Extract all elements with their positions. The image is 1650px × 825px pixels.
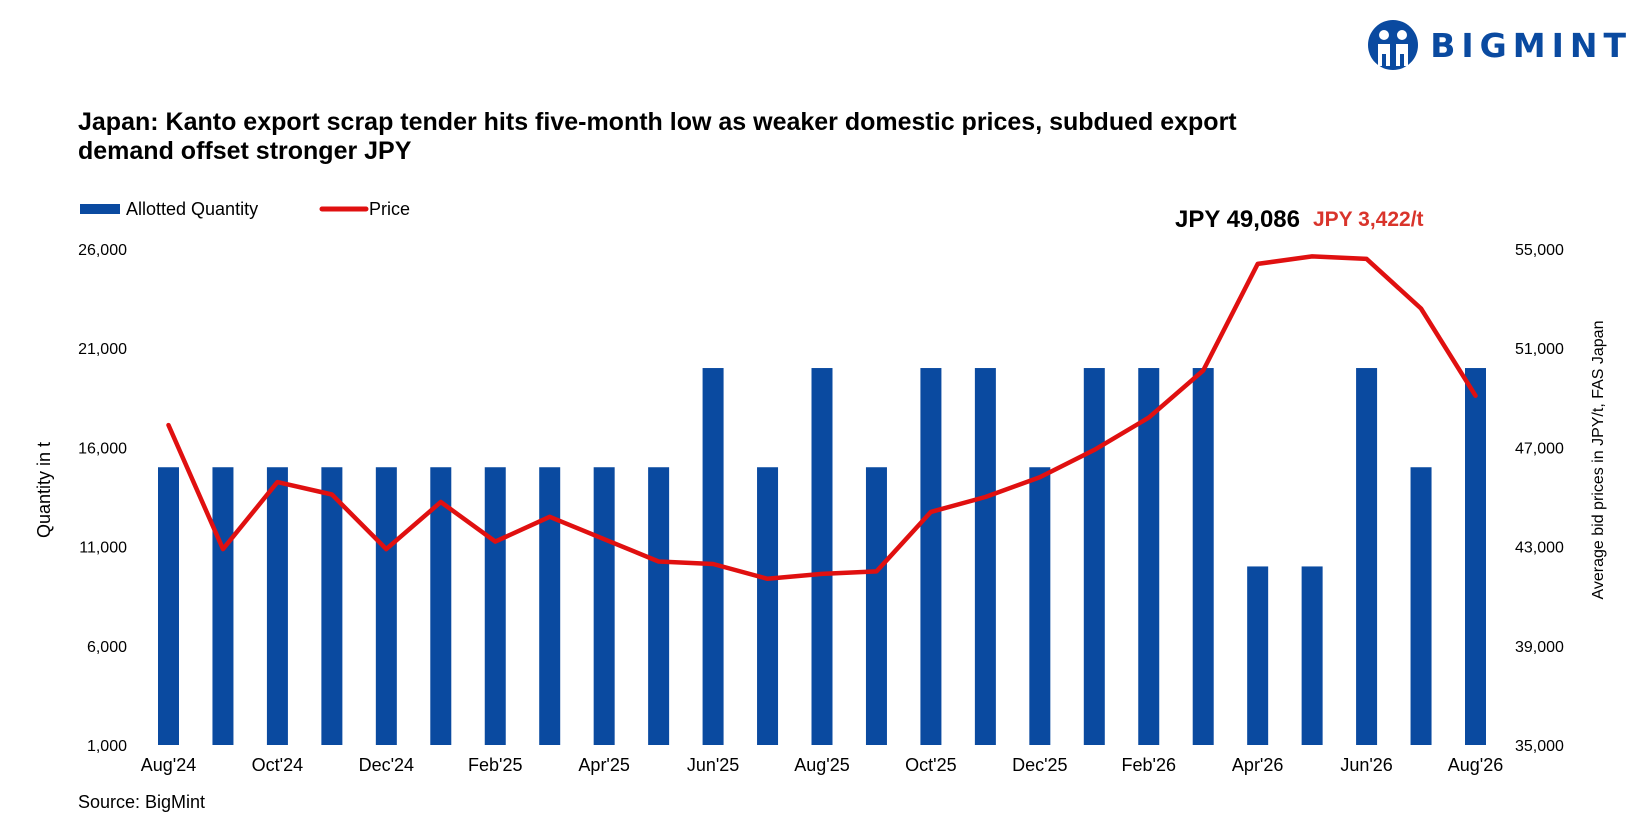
y-tick-label: 11,000 (79, 540, 127, 557)
bar-quantity (1356, 368, 1378, 745)
legend-label-quantity: Allotted Quantity (126, 199, 258, 219)
bar-quantity (430, 467, 452, 745)
x-tick-label: Jun'26 (1340, 755, 1392, 775)
bar-quantity (648, 467, 670, 745)
bar-quantity (757, 467, 779, 745)
x-tick-label: Aug'24 (141, 755, 197, 775)
legend-swatch-quantity (80, 204, 120, 214)
y2-tick-label: 35,000 (1515, 738, 1564, 755)
annotation-latest-price: JPY 49,086 (1175, 206, 1300, 233)
x-tick-label: Dec'25 (1012, 755, 1067, 775)
bar-quantity (1465, 368, 1486, 745)
x-tick-label: Feb'25 (468, 755, 522, 775)
bar-quantity (321, 467, 343, 745)
y-tick-label: 21,000 (78, 341, 127, 358)
bigmint-logo-icon (1368, 20, 1419, 70)
bar-quantity (1301, 566, 1323, 745)
brand-name: BIGMINT (1430, 25, 1632, 65)
y2-tick-label: 39,000 (1515, 639, 1564, 656)
bar-quantity (1410, 467, 1432, 745)
legend-label-price: Price (369, 199, 410, 219)
bar-quantity (375, 467, 397, 745)
bar-quantity (212, 467, 234, 745)
x-tick-label: Aug'26 (1448, 755, 1504, 775)
x-tick-label: Oct'25 (905, 755, 956, 775)
y-tick-label: 6,000 (87, 639, 127, 656)
bar-quantity (702, 368, 724, 745)
bar-quantity (1083, 368, 1105, 745)
bar-quantity (865, 467, 887, 745)
chart: Allotted Quantity Price 1,000 6,000 11,000 16… (34, 199, 1607, 775)
bar-quantity (266, 467, 288, 745)
y2-tick-label: 55,000 (1515, 242, 1564, 259)
y2-tick-label: 47,000 (1515, 440, 1564, 457)
y-tick-label: 1,000 (87, 738, 127, 755)
bar-quantity (539, 467, 561, 745)
bar-quantity (811, 368, 833, 745)
bar-quantity (1138, 368, 1160, 745)
x-tick-label: Apr'25 (578, 755, 629, 775)
bar-quantity (1192, 368, 1214, 745)
chart-title: Japan: Kanto export scrap tender hits fi… (78, 108, 1237, 165)
y-tick-label: 26,000 (78, 242, 127, 259)
y-axis-title: Quantity in t (34, 442, 54, 538)
bar-quantity (1029, 467, 1051, 745)
annotation-price-change: JPY 3,422/t (1313, 208, 1424, 231)
x-tick-label: Feb'26 (1122, 755, 1176, 775)
x-tick-label: Dec'24 (359, 755, 414, 775)
x-tick-label: Apr'26 (1232, 755, 1283, 775)
x-tick-label: Jun'25 (687, 755, 739, 775)
y-tick-label: 16,000 (78, 440, 127, 457)
bar-quantity (484, 467, 506, 745)
x-tick-label: Aug'25 (794, 755, 850, 775)
y2-axis-title: Average bid prices in JPY/t, FAS Japan (1590, 321, 1607, 600)
price-line (166, 254, 1478, 582)
source-note: Source: BigMint (78, 792, 206, 812)
bar-quantity (593, 467, 615, 745)
bar-quantity (920, 368, 942, 745)
y2-tick-label: 43,000 (1515, 540, 1564, 557)
y2-tick-label: 51,000 (1515, 341, 1564, 358)
bar-quantity (974, 368, 996, 745)
bar-quantity (1247, 566, 1269, 745)
x-tick-label: Oct'24 (252, 755, 303, 775)
bigmint-logo: BIGMINT (1366, 18, 1632, 72)
bar-quantity (158, 467, 179, 745)
